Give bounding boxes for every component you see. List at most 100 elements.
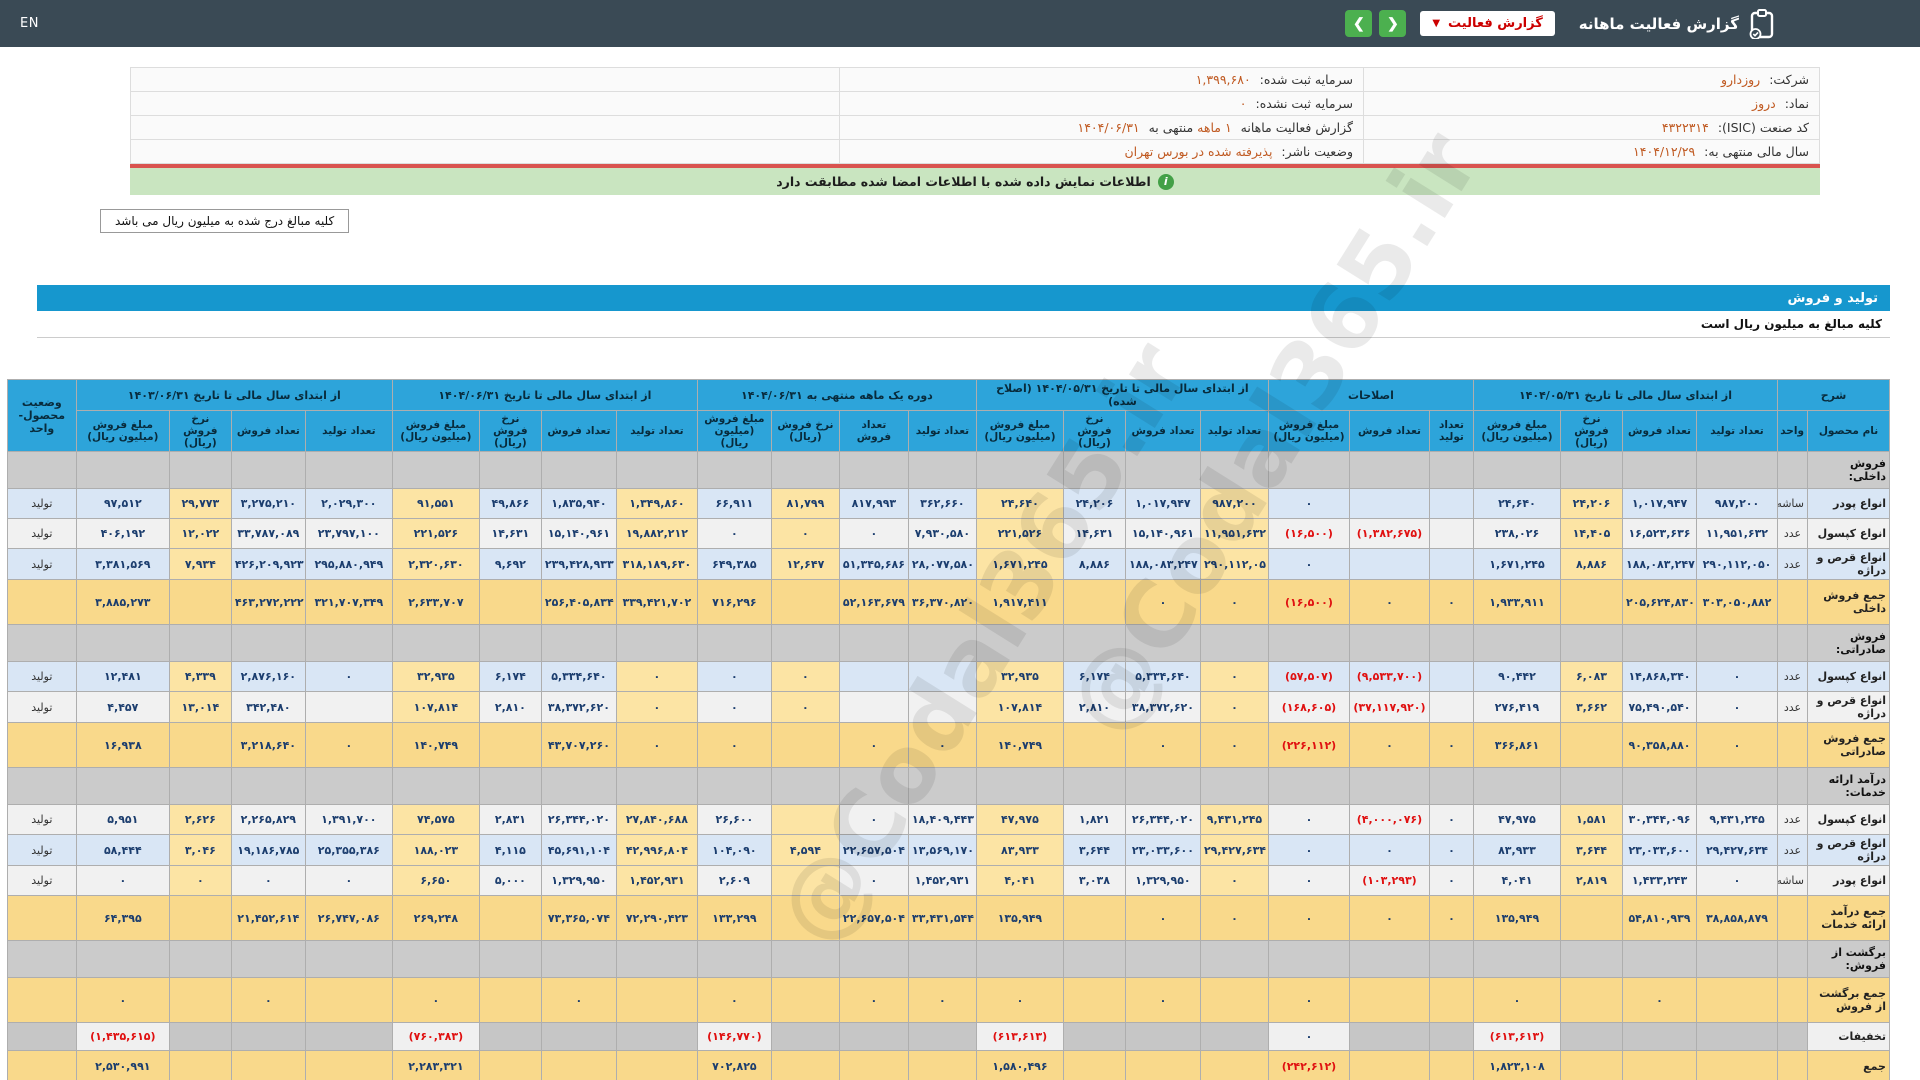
- value-cell: [478, 940, 542, 978]
- value-cell: ۰: [838, 977, 909, 1023]
- value-cell: [168, 722, 232, 768]
- value-cell: ۳۴۲,۴۸۰: [230, 691, 306, 723]
- value-cell: [1428, 767, 1474, 805]
- value-cell: ۷,۹۳۴: [168, 548, 232, 580]
- value-cell: ۰: [304, 722, 393, 768]
- value-cell: ۴۵,۶۹۱,۱۰۴: [540, 834, 617, 866]
- value-cell: ۰: [907, 977, 977, 1023]
- value-cell: [1124, 1050, 1201, 1080]
- value-cell: ۳,۶۴۴: [1560, 834, 1623, 866]
- value-cell: [770, 1022, 840, 1051]
- column-header: نرخ فروش (ریال): [168, 410, 232, 452]
- value-cell: ۱۲,۶۴۷: [770, 548, 840, 580]
- value-cell: ۲۴,۲۰۶: [1062, 488, 1126, 519]
- table-row: انواع کپسول عدد ۰ ۱۴,۸۶۸,۳۴۰ ۶,۰۸۳ ۹۰,۴۴۲ (۹,۵…: [6, 661, 1890, 692]
- nav-next-button[interactable]: ❯: [1345, 10, 1373, 37]
- value-cell: ۷۱۶,۲۹۶: [696, 579, 772, 625]
- value-cell: ۰: [1199, 661, 1269, 692]
- value-cell: [1267, 767, 1350, 805]
- value-cell: ۹۰,۴۴۲: [1472, 661, 1562, 692]
- value-cell: ۱,۸۳۵,۹۴۰: [540, 488, 617, 519]
- value-cell: [615, 977, 698, 1023]
- value-cell: [1428, 977, 1474, 1023]
- value-cell: [1622, 1022, 1697, 1051]
- value-cell: [391, 940, 480, 978]
- value-cell: ۰: [1267, 977, 1350, 1023]
- value-cell: ۱۰۴,۰۹۰: [696, 834, 772, 866]
- chevron-right-icon: ❯: [1352, 15, 1365, 31]
- column-header: نرخ فروش (ریال): [770, 410, 840, 452]
- unit-cell: [1777, 767, 1808, 805]
- value-cell: [975, 767, 1064, 805]
- value-cell: ۰: [1428, 895, 1474, 941]
- value-cell: ۲,۸۱۰: [478, 691, 542, 723]
- value-cell: ۱۴,۴۰۵: [1560, 518, 1623, 549]
- value-cell: (۱۶,۵۰۰): [1267, 579, 1350, 625]
- value-cell: ۲۶,۶۰۰: [696, 804, 772, 835]
- value-cell: (۴,۰۰۰,۰۷۶): [1348, 804, 1430, 835]
- value-cell: [1472, 624, 1562, 662]
- value-cell: ۱۶,۹۳۸: [75, 722, 170, 768]
- value-cell: ۹,۶۹۲: [478, 548, 542, 580]
- table-row: انواع قرص و دراژه عدد ۰ ۷۵,۴۹۰,۵۴۰ ۳,۶۶۲ ۲۷۶,…: [6, 691, 1890, 723]
- value-cell: [838, 624, 909, 662]
- value-cell: ۵,۹۵۱: [75, 804, 170, 835]
- report-type-dropdown[interactable]: گزارش فعالیت ▼: [1420, 11, 1555, 36]
- value-cell: ۱,۸۲۳,۱۰۸: [1472, 1050, 1562, 1080]
- value-cell: ۰: [1199, 865, 1269, 896]
- value-cell: ۳۳,۴۳۱,۵۴۴: [907, 895, 977, 941]
- value-cell: [615, 624, 698, 662]
- column-header: مبلغ فروش (میلیون ریال): [696, 410, 772, 452]
- column-header: مبلغ فروش (میلیون ریال): [75, 410, 170, 452]
- unit-cell: عدد: [1777, 661, 1808, 692]
- column-header: تعداد فروش: [1622, 410, 1697, 452]
- value-cell: ۰: [696, 977, 772, 1023]
- value-cell: (۱۶,۵۰۰): [1267, 518, 1350, 549]
- value-cell: [1560, 767, 1623, 805]
- value-cell: [391, 624, 480, 662]
- value-cell: ۰: [907, 722, 977, 768]
- value-cell: ۵۸,۴۴۴: [75, 834, 170, 866]
- value-cell: ۶,۰۸۳: [1560, 661, 1623, 692]
- isic-value: ۴۳۲۲۳۱۴: [1661, 120, 1709, 135]
- fiscal-year-label: سال مالی منتهی به:: [1704, 144, 1809, 159]
- chevron-left-icon: ❮: [1386, 15, 1399, 31]
- value-cell: [838, 1022, 909, 1051]
- value-cell: (۹,۵۳۳,۷۰۰): [1348, 661, 1430, 692]
- value-cell: ۰: [696, 691, 772, 723]
- value-cell: [1696, 940, 1778, 978]
- nav-prev-button[interactable]: ❮: [1379, 10, 1407, 37]
- language-switch-en[interactable]: EN: [20, 16, 39, 31]
- value-cell: [304, 624, 393, 662]
- value-cell: [1622, 767, 1697, 805]
- value-cell: ۱,۰۱۷,۹۴۷: [1622, 488, 1697, 519]
- column-header: نرخ فروش (ریال): [1560, 410, 1623, 452]
- product-name-cell: جمع برگشت از فروش: [1807, 977, 1890, 1023]
- value-cell: [304, 977, 393, 1023]
- value-cell: ۲۲۱,۵۲۶: [975, 518, 1064, 549]
- product-name-cell: انواع قرص و دراژه: [1807, 548, 1890, 580]
- value-cell: [838, 1050, 909, 1080]
- table-row: جمع درآمد ارائه خدمات ۳۸,۸۵۸,۸۷۹ ۵۴,۸۱۰,۹۳…: [6, 895, 1890, 941]
- value-cell: ۱,۴۵۲,۹۳۱: [615, 865, 698, 896]
- unit-cell: عدد: [1777, 691, 1808, 723]
- product-name-cell: فروش داخلی:: [1807, 451, 1890, 489]
- table-row: انواع کپسول عدد ۹,۴۳۱,۲۴۵ ۳۰,۳۴۴,۰۹۶ ۱,۵۸۱ ۴۷…: [6, 804, 1890, 835]
- value-cell: [770, 977, 840, 1023]
- value-cell: ۱۳,۵۶۹,۱۷۰: [907, 834, 977, 866]
- value-cell: [478, 895, 542, 941]
- value-cell: ۳,۸۸۵,۲۷۳: [75, 579, 170, 625]
- symbol-label: نماد:: [1784, 96, 1809, 111]
- value-cell: ۲۹۵,۸۸۰,۹۴۹: [304, 548, 393, 580]
- amounts-note: کلیه مبالغ به میلیون ریال است: [37, 311, 1890, 338]
- value-cell: [168, 451, 232, 489]
- value-cell: ۲,۳۲۰,۶۳۰: [391, 548, 480, 580]
- value-cell: [1696, 624, 1778, 662]
- value-cell: [907, 940, 977, 978]
- value-cell: ۴,۳۳۹: [168, 661, 232, 692]
- value-cell: ۰: [1428, 579, 1474, 625]
- chevron-down-icon: ▼: [1432, 18, 1441, 29]
- value-cell: (۶۱۳,۶۱۳): [1472, 1022, 1562, 1051]
- value-cell: ۵,۰۰۰: [478, 865, 542, 896]
- value-cell: (۳۷,۱۱۷,۹۲۰): [1348, 691, 1430, 723]
